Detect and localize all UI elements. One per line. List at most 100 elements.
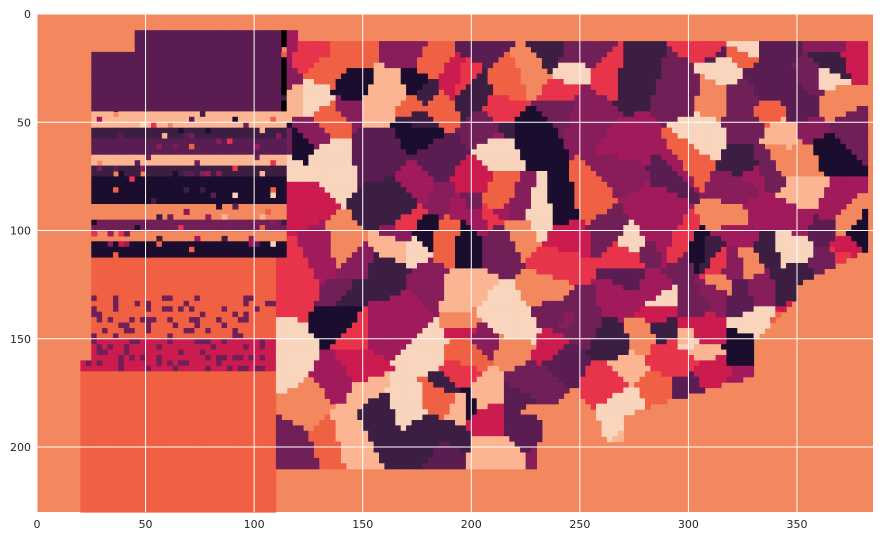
heatmap-cell	[856, 122, 863, 129]
heatmap-cell	[221, 160, 228, 167]
heatmap-cell	[710, 46, 717, 53]
heatmap-cell	[487, 122, 494, 129]
heatmap-cell	[216, 30, 223, 37]
heatmap-cell	[161, 57, 168, 64]
heatmap-cell	[683, 235, 689, 242]
heatmap-cell	[178, 51, 185, 58]
heatmap-cell	[297, 192, 304, 199]
heatmap-cell	[129, 57, 136, 64]
heatmap-cell	[721, 41, 727, 48]
heatmap-cell	[482, 84, 489, 91]
heatmap-cell	[330, 176, 337, 183]
heatmap-cell	[807, 176, 814, 183]
heatmap-cell	[650, 192, 657, 199]
heatmap-cell	[221, 46, 228, 53]
heatmap-cell	[313, 46, 320, 53]
heatmap-cell	[520, 198, 527, 204]
heatmap-cell	[199, 111, 206, 118]
heatmap-cell	[731, 138, 738, 145]
heatmap-cell	[541, 41, 548, 48]
heatmap-cell	[237, 192, 244, 199]
heatmap-cell	[541, 89, 548, 96]
heatmap-cell	[123, 187, 130, 194]
heatmap-cell	[178, 149, 185, 156]
heatmap-cell	[237, 122, 244, 129]
heatmap-cell	[634, 225, 641, 232]
heatmap-cell	[503, 214, 510, 221]
heatmap-cell	[313, 230, 320, 237]
heatmap-cell	[102, 241, 109, 248]
heatmap-cell	[335, 106, 342, 112]
heatmap-cell	[417, 89, 423, 96]
heatmap-cell	[769, 241, 776, 248]
heatmap-cell	[840, 122, 847, 129]
heatmap-cell	[243, 51, 250, 58]
heatmap-cell	[829, 149, 836, 156]
heatmap-cell	[623, 133, 630, 140]
heatmap-cell	[536, 225, 543, 232]
heatmap-cell	[292, 214, 299, 221]
heatmap-cell	[759, 111, 765, 118]
heatmap-cell	[802, 46, 809, 53]
heatmap-cell	[140, 68, 147, 75]
heatmap-cell	[731, 51, 738, 58]
heatmap-cell	[655, 41, 662, 48]
heatmap-cell	[487, 127, 494, 134]
heatmap-cell	[455, 116, 461, 123]
heatmap-cell	[704, 176, 711, 183]
heatmap-cell	[346, 95, 353, 102]
heatmap-cell	[134, 57, 141, 64]
heatmap-cell	[612, 89, 619, 96]
heatmap-cell	[265, 171, 271, 177]
heatmap-cell	[753, 133, 760, 140]
heatmap-cell	[655, 143, 662, 150]
heatmap-cell	[389, 176, 396, 183]
heatmap-cell	[275, 122, 282, 129]
heatmap-cell	[596, 138, 603, 145]
heatmap-cell	[482, 46, 489, 53]
heatmap-cell	[411, 171, 418, 177]
heatmap-cell	[243, 171, 250, 177]
heatmap-cell	[292, 106, 299, 112]
heatmap-cell	[487, 165, 494, 172]
heatmap-cell	[493, 171, 499, 177]
heatmap-cell	[851, 51, 858, 58]
heatmap-cell	[569, 198, 575, 204]
heatmap-cell	[769, 41, 776, 48]
heatmap-cell	[292, 187, 299, 194]
heatmap-cell	[666, 133, 673, 140]
heatmap-cell	[107, 127, 114, 134]
heatmap-cell	[791, 127, 798, 134]
heatmap-cell	[406, 143, 413, 150]
heatmap-cell	[645, 235, 651, 242]
heatmap-cell	[243, 192, 250, 199]
heatmap-cell	[265, 30, 271, 37]
heatmap-cell	[503, 46, 510, 53]
heatmap-cell	[384, 73, 391, 80]
heatmap-cell	[753, 100, 760, 107]
heatmap-cell	[400, 127, 407, 134]
heatmap-cell	[438, 73, 445, 80]
heatmap-cell	[813, 95, 820, 102]
heatmap-cell	[444, 84, 451, 91]
heatmap-cell	[395, 84, 402, 91]
heatmap-cell	[558, 219, 565, 226]
heatmap-cell	[422, 171, 429, 177]
heatmap-cell	[286, 160, 293, 167]
heatmap-cell	[237, 138, 244, 145]
heatmap-cell	[134, 100, 141, 107]
heatmap-cell	[368, 127, 375, 134]
heatmap-cell	[102, 165, 109, 172]
heatmap-cell	[503, 154, 510, 161]
heatmap-cell	[351, 95, 358, 102]
heatmap-cell	[552, 235, 559, 242]
heatmap-cell	[623, 176, 630, 183]
heatmap-cell	[167, 219, 174, 226]
heatmap-cell	[558, 127, 565, 134]
heatmap-cell	[558, 176, 565, 183]
heatmap-cell	[324, 230, 331, 237]
heatmap-cell	[118, 68, 125, 75]
heatmap-cell	[422, 41, 429, 48]
heatmap-cell	[156, 241, 163, 248]
heatmap-cell	[91, 111, 98, 118]
